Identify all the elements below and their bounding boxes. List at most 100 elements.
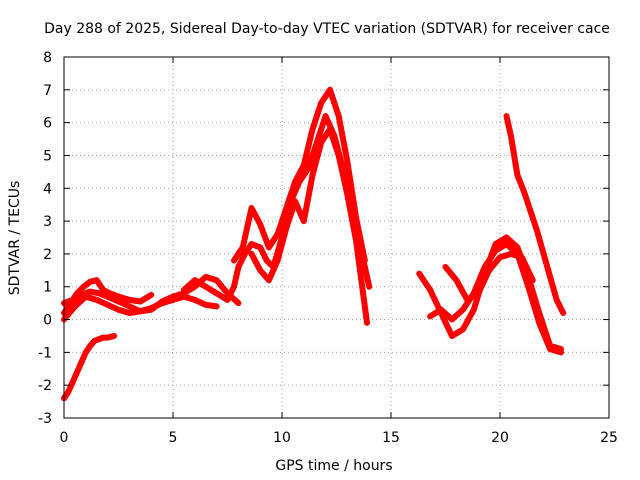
data-point-marker (471, 292, 478, 299)
data-point-marker (313, 158, 320, 165)
data-point-marker (104, 301, 111, 308)
series-arc-10-evening (442, 250, 536, 303)
data-point-marker (298, 166, 305, 173)
data-point-marker (279, 238, 286, 245)
data-point-marker (321, 95, 328, 102)
data-point-marker (536, 237, 543, 244)
y-tick-label: 1 (43, 280, 52, 296)
data-point-marker (252, 259, 259, 266)
data-point-marker (486, 267, 493, 274)
data-point-marker (499, 243, 506, 250)
data-point-marker (343, 186, 350, 193)
data-point-marker (248, 241, 255, 248)
data-point-marker (191, 296, 198, 303)
x-tick-label: 15 (382, 430, 400, 446)
data-point-marker (258, 226, 265, 232)
data-point-marker (286, 215, 293, 222)
data-point-marker (302, 157, 308, 164)
data-point-marker (343, 153, 350, 160)
data-point-marker (512, 162, 519, 169)
data-point-marker (309, 126, 316, 133)
data-point-marker (231, 296, 238, 303)
data-point-marker (224, 296, 231, 303)
data-point-marker (280, 234, 287, 240)
data-point-marker (363, 315, 370, 321)
data-point-marker (83, 281, 90, 288)
data-point-marker (424, 282, 431, 289)
data-point-marker (462, 302, 469, 309)
data-point-marker (519, 184, 526, 191)
data-point-marker (332, 143, 339, 150)
data-point-marker (331, 139, 338, 146)
data-point-marker (321, 117, 328, 124)
data-point-marker (464, 296, 471, 303)
data-point-marker (75, 300, 82, 307)
data-point-marker (226, 292, 233, 299)
data-point-marker (347, 207, 354, 214)
data-point-marker (503, 241, 510, 248)
data-point-marker (300, 162, 307, 169)
data-point-marker (349, 189, 356, 196)
data-point-marker (525, 268, 532, 274)
data-point-marker (455, 281, 462, 288)
data-point-marker (536, 319, 543, 326)
data-point-marker (246, 214, 253, 221)
data-point-marker (312, 162, 318, 169)
data-point-marker (276, 226, 283, 233)
data-point-marker (473, 297, 480, 304)
data-point-marker (527, 208, 534, 215)
data-point-marker (304, 197, 311, 204)
data-point-marker (235, 300, 242, 307)
data-point-marker (479, 268, 486, 275)
data-point-marker (472, 302, 479, 309)
data-point-marker (67, 383, 74, 390)
data-point-marker (95, 290, 102, 297)
data-point-marker (175, 295, 182, 302)
data-point-marker (270, 267, 277, 274)
series-arc-1-low (61, 333, 118, 402)
data-point-marker (358, 281, 365, 288)
data-point-marker (551, 287, 558, 294)
data-point-marker (511, 152, 518, 159)
data-point-marker (524, 198, 531, 205)
data-point-marker (348, 184, 355, 191)
data-point-marker (322, 113, 329, 120)
data-point-marker (217, 281, 224, 288)
data-point-marker (131, 309, 138, 316)
data-point-marker (316, 130, 323, 137)
data-point-marker (126, 310, 133, 316)
data-point-marker (289, 207, 296, 214)
data-point-marker (233, 273, 240, 280)
data-point-marker (274, 231, 281, 238)
data-point-marker (252, 242, 259, 249)
data-point-marker (339, 167, 345, 174)
data-point-marker (202, 273, 209, 280)
data-point-marker (115, 306, 122, 313)
data-point-marker (502, 252, 509, 259)
data-point-marker (346, 202, 353, 208)
data-point-marker (115, 298, 122, 305)
data-point-marker (277, 248, 284, 255)
data-point-marker (87, 342, 94, 349)
data-point-marker (233, 253, 240, 260)
data-point-marker (509, 142, 516, 149)
data-point-marker (360, 290, 367, 297)
data-point-marker (278, 243, 285, 250)
data-point-marker (462, 292, 469, 299)
data-point-marker (120, 308, 127, 315)
data-point-marker (355, 252, 361, 259)
data-point-marker (250, 209, 257, 216)
data-point-marker (180, 293, 187, 300)
data-point-marker (199, 281, 206, 288)
data-point-marker (452, 313, 459, 320)
data-point-marker (351, 227, 358, 234)
data-point-marker (513, 167, 520, 174)
data-point-marker (80, 354, 87, 361)
data-point-marker (366, 283, 373, 290)
data-point-marker (512, 157, 518, 164)
data-point-marker (517, 180, 524, 187)
data-point-marker (427, 313, 434, 320)
data-point-marker (337, 123, 344, 130)
data-point-marker (120, 301, 127, 307)
data-point-marker (337, 162, 344, 169)
